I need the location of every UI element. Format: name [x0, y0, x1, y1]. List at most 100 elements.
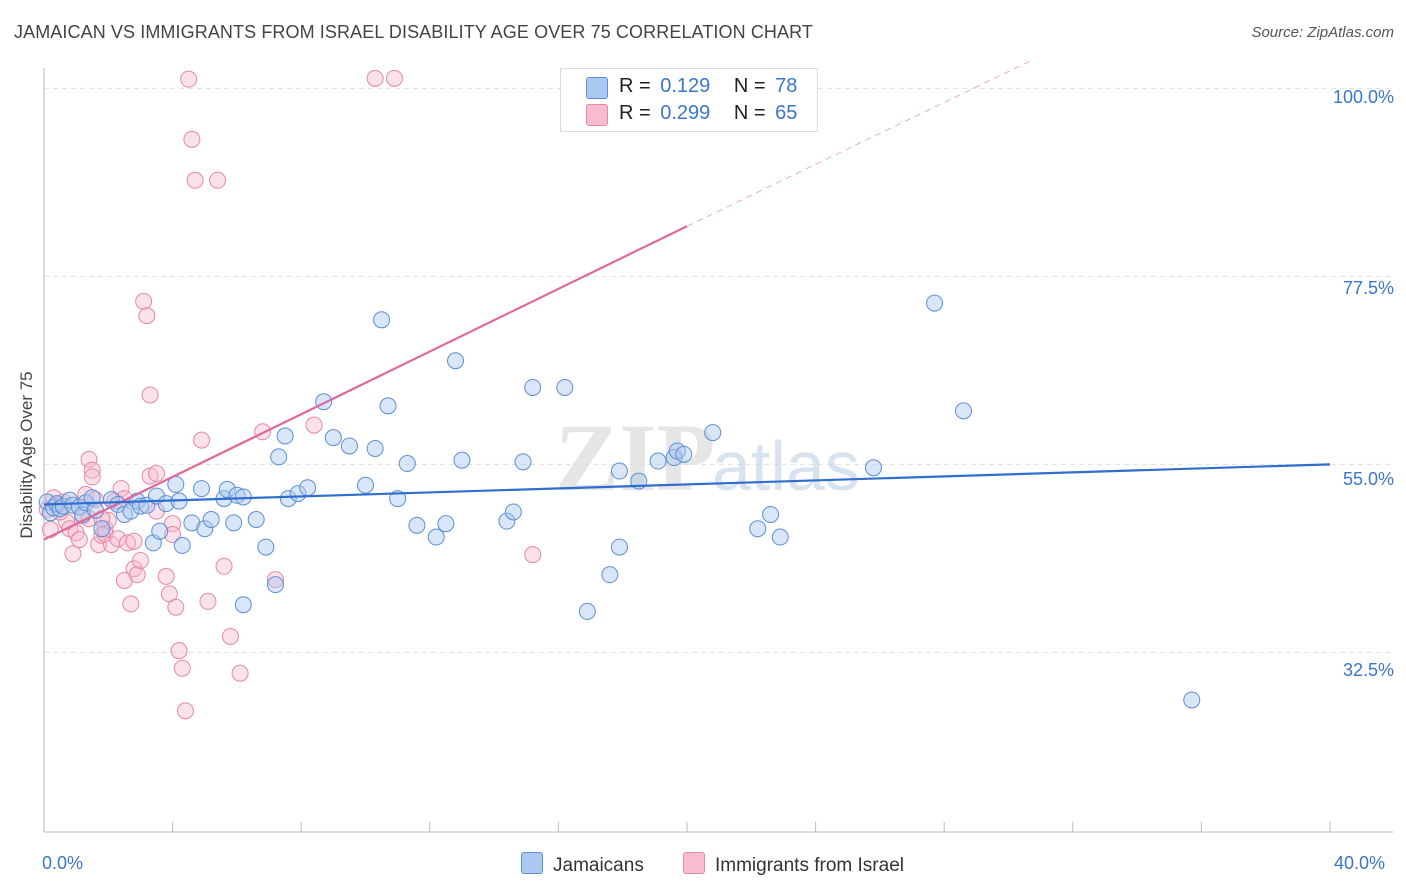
jamaican-point	[514, 453, 532, 471]
jamaican-trend-line	[43, 463, 1331, 506]
israel-point	[209, 171, 227, 189]
jamaican-point	[926, 294, 944, 312]
israel-point	[199, 592, 217, 610]
israel-trend-extension	[686, 58, 1035, 227]
jamaican-point	[373, 311, 391, 329]
israel-point	[215, 557, 233, 575]
bottom-swatch-pink	[683, 852, 705, 874]
source-credit: Source: ZipAtlas.com	[1251, 24, 1394, 41]
bottom-legend-label: Immigrants from Israel	[715, 855, 904, 876]
watermark: ZIP atlas	[555, 404, 860, 511]
israel-point	[186, 171, 204, 189]
jamaican-point	[675, 445, 693, 463]
axis-layer	[43, 68, 1393, 833]
jamaican-point	[864, 459, 882, 477]
israel-point	[167, 598, 185, 616]
jamaican-point	[704, 424, 722, 442]
jamaican-point	[601, 566, 619, 584]
jamaican-point	[504, 503, 522, 521]
israel-point	[125, 532, 143, 550]
israel-point	[366, 69, 384, 87]
jamaican-point	[453, 451, 471, 469]
jamaican-point	[1183, 691, 1201, 709]
jamaican-point	[196, 520, 214, 538]
legend-n-label: N =	[733, 102, 766, 124]
jamaican-point	[93, 520, 111, 538]
jamaican-point	[954, 402, 972, 420]
israel-point	[170, 642, 188, 660]
correlation-legend: R = 0.129 N = 78 R = 0.299 N = 65	[560, 68, 818, 132]
jamaican-point	[202, 511, 220, 529]
y-tick-77-5: 77.5%	[1342, 278, 1394, 298]
jamaican-point	[762, 505, 780, 523]
jamaican-point	[427, 528, 445, 546]
israel-point	[254, 423, 272, 441]
legend-n-label: N =	[733, 75, 766, 97]
y-tick-100: 100.0%	[1332, 87, 1394, 107]
israel-point	[176, 702, 194, 720]
jamaican-point	[749, 520, 767, 538]
jamaican-point	[340, 437, 358, 455]
bottom-legend-label: Jamaicans	[553, 855, 644, 876]
bottom-legend-jamaicans: Jamaicans	[521, 852, 644, 877]
jamaican-point	[437, 515, 455, 533]
jamaican-point	[193, 480, 211, 498]
israel-point	[128, 566, 146, 584]
jamaican-point	[173, 536, 191, 554]
jamaican-point	[771, 528, 789, 546]
israel-point	[173, 659, 191, 677]
israel-point	[231, 664, 249, 682]
jamaican-point	[447, 352, 465, 370]
israel-point	[64, 545, 82, 563]
israel-point	[164, 526, 182, 544]
jamaican-point	[247, 511, 265, 529]
jamaican-point	[578, 602, 596, 620]
legend-swatch-pink	[586, 104, 608, 126]
jamaican-point	[524, 378, 542, 396]
israel-point	[119, 534, 137, 552]
jamaican-point	[408, 516, 426, 534]
israel-point	[193, 431, 211, 449]
jamaican-point	[218, 480, 236, 498]
legend-n-value: 65	[775, 102, 798, 124]
jamaican-point	[279, 490, 297, 508]
israel-point	[135, 292, 153, 310]
israel-point	[112, 480, 130, 498]
jamaican-point	[649, 452, 667, 470]
israel-point	[99, 511, 117, 529]
israel-point	[138, 307, 156, 325]
israel-point	[221, 627, 239, 645]
y-tick-55: 55.0%	[1342, 469, 1394, 489]
trend-lines	[43, 58, 1331, 541]
jamaican-point	[299, 479, 317, 497]
israel-point	[70, 531, 88, 549]
israel-point	[524, 546, 542, 564]
israel-point	[83, 468, 101, 486]
watermark-zip: ZIP	[555, 404, 715, 511]
israel-point	[180, 70, 198, 88]
israel-point	[90, 536, 108, 554]
watermark-atlas: atlas	[712, 427, 860, 505]
jamaican-point	[234, 596, 252, 614]
jamaican-point	[257, 538, 275, 556]
israel-point	[80, 450, 98, 468]
jamaican-point	[122, 502, 140, 520]
legend-r-label: R =	[619, 102, 651, 124]
bottom-swatch-blue	[521, 852, 543, 874]
jamaican-point	[276, 427, 294, 445]
jamaican-point	[610, 462, 628, 480]
israel-point	[157, 567, 175, 585]
israel-point	[183, 130, 201, 148]
israel-point	[266, 571, 284, 589]
jamaican-point	[366, 439, 384, 457]
jamaican-point	[86, 501, 104, 519]
jamaican-point	[610, 538, 628, 556]
x-tick-min: 0.0%	[42, 853, 84, 873]
jamaican-point	[556, 378, 574, 396]
legend-r-value: 0.129	[660, 75, 711, 97]
jamaican-point	[266, 576, 284, 594]
israel-point	[83, 461, 101, 479]
israel-point	[385, 69, 403, 87]
chart-title: JAMAICAN VS IMMIGRANTS FROM ISRAEL DISAB…	[14, 22, 813, 42]
jamaican-point	[225, 514, 243, 532]
